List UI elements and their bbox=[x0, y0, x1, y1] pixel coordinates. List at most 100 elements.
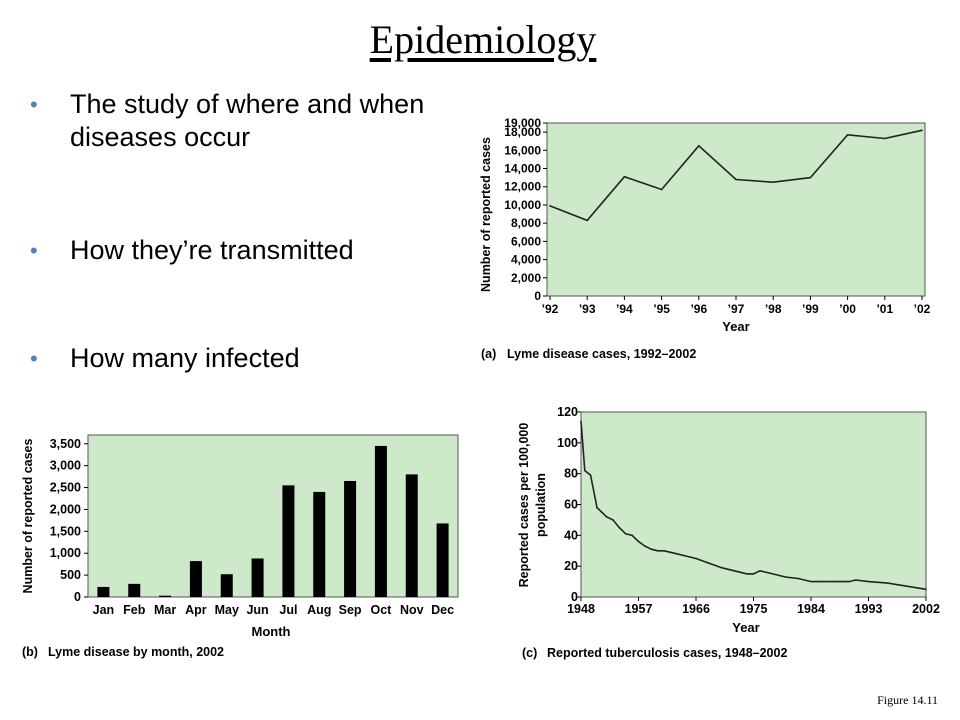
chart-c-data-point bbox=[707, 562, 710, 564]
chart-a-y-tick-label: 18,000 bbox=[504, 125, 541, 139]
chart-a-y-tick-label: 2,000 bbox=[511, 271, 541, 285]
chart-c-data-point bbox=[822, 580, 825, 583]
chart-a-x-tick-label: ’92 bbox=[542, 302, 559, 316]
chart-c-data-point bbox=[733, 569, 736, 572]
chart-c-y-tick-label: 120 bbox=[557, 405, 578, 419]
chart-a-x-tick-label: ’02 bbox=[914, 302, 931, 316]
chart-c-data-point bbox=[682, 554, 685, 557]
chart-c-y-axis-label-line2: population bbox=[534, 473, 548, 537]
chart-b-y-tick-label: 500 bbox=[60, 568, 81, 582]
chart-a-data-point bbox=[549, 205, 551, 207]
chart-c-data-point bbox=[676, 553, 678, 555]
chart-b-y-axis-label: Number of reported cases bbox=[21, 439, 35, 594]
chart-c-data-point bbox=[650, 548, 653, 551]
chart-c-y-tick-label: 60 bbox=[564, 498, 578, 512]
chart-b-bar-jun bbox=[251, 558, 264, 597]
chart-a-data-point bbox=[623, 175, 626, 178]
chart-b-bar-nov bbox=[405, 474, 418, 597]
chart-b-bar-jul bbox=[282, 485, 295, 597]
chart-a-caption-letter: (a) bbox=[481, 347, 496, 361]
bullet-dot-icon: • bbox=[30, 346, 38, 371]
chart-a-data-point bbox=[660, 188, 663, 191]
chart-c-data-point bbox=[720, 566, 723, 569]
chart-a-y-tick-label: 16,000 bbox=[504, 143, 541, 157]
chart-c-caption-text: Reported tuberculosis cases, 1948–2002 bbox=[547, 646, 787, 660]
chart-c-y-tick-label: 0 bbox=[571, 590, 578, 604]
chart-b-bar-feb bbox=[128, 583, 141, 597]
chart-b-x-tick-label: Sep bbox=[339, 603, 362, 617]
chart-c-y-tick-label: 100 bbox=[557, 436, 578, 450]
chart-c-data-point bbox=[631, 534, 633, 537]
chart-b-x-tick-label: Dec bbox=[431, 603, 454, 617]
chart-b-y-tick-label: 0 bbox=[74, 590, 81, 604]
chart-c-x-tick-label: 1966 bbox=[682, 602, 710, 616]
chart-c-data-point bbox=[656, 549, 659, 552]
chart-c-x-tick-label: 1984 bbox=[797, 602, 825, 616]
chart-c-data-point bbox=[797, 577, 800, 580]
chart-a-x-tick-label: ’98 bbox=[765, 302, 782, 316]
chart-c-data-point bbox=[810, 580, 812, 583]
slide-title: Epidemiology bbox=[369, 17, 597, 62]
chart-c-plot-area bbox=[580, 411, 927, 598]
bullet-text: How many infected bbox=[70, 343, 300, 373]
chart-a-y-tick-label: 19,000 bbox=[504, 116, 541, 130]
chart-a-y-tick-label: 8,000 bbox=[511, 216, 541, 230]
chart-c-data-point bbox=[906, 585, 908, 588]
chart-b-caption-text: Lyme disease by month, 2002 bbox=[48, 645, 224, 659]
chart-b-y-tick-label: 2,000 bbox=[50, 502, 81, 516]
chart-a-y-tick-label: 4,000 bbox=[511, 253, 541, 267]
bullet-item-study: • The study of where and when diseases o… bbox=[30, 88, 450, 154]
chart-c-y-tick-label: 40 bbox=[564, 528, 578, 542]
chart-b-x-tick-label: Oct bbox=[370, 603, 392, 617]
chart-c-data-point bbox=[612, 519, 614, 521]
chart-c-data-point bbox=[599, 509, 601, 512]
chart-c-x-tick-label: 2002 bbox=[912, 602, 940, 616]
chart-c-data-point bbox=[854, 579, 857, 581]
bullet-item-infected: • How many infected bbox=[30, 342, 450, 375]
bullet-text: The study of where and when diseases occ… bbox=[70, 89, 425, 152]
chart-b-x-tick-label: Apr bbox=[185, 603, 207, 617]
chart-a-x-tick-label: ’96 bbox=[690, 302, 707, 316]
chart-c-data-point bbox=[695, 557, 697, 560]
chart-c-data-point bbox=[835, 580, 838, 583]
chart-c-data-point bbox=[886, 582, 889, 584]
chart-a-y-tick-label: 12,000 bbox=[504, 180, 541, 194]
chart-a-x-axis-label: Year bbox=[722, 319, 749, 334]
chart-c-x-tick-label: 1975 bbox=[740, 602, 768, 616]
chart-c-data-point bbox=[605, 516, 608, 518]
chart-b-y-tick-label: 1,000 bbox=[50, 546, 81, 560]
chart-c-caption-letter: (c) bbox=[522, 646, 537, 660]
chart-b-bar-sep bbox=[344, 480, 357, 597]
chart-b-bar-jan bbox=[97, 586, 110, 597]
chart-c-data-point bbox=[842, 580, 844, 583]
chart-b-caption-letter: (b) bbox=[22, 645, 38, 659]
chart-b-bar-aug bbox=[313, 491, 326, 597]
chart-c-series-line bbox=[580, 421, 927, 591]
chart-a-x-tick-label: ’00 bbox=[839, 302, 856, 316]
chart-c-data-point bbox=[752, 573, 755, 575]
chart-a-data-point bbox=[772, 181, 774, 183]
chart-c-x-tick-label: 1957 bbox=[625, 602, 653, 616]
chart-c-data-point bbox=[596, 506, 598, 509]
chart-a-data-point bbox=[921, 129, 923, 132]
chart-c-data-point bbox=[644, 545, 646, 547]
figure-reference: Figure 14.11 bbox=[877, 693, 938, 707]
chart-c-data-point bbox=[584, 469, 586, 472]
chart-a-data-point bbox=[586, 219, 588, 222]
bullet-text: How they’re transmitted bbox=[70, 235, 354, 265]
chart-a-x-tick-label: ’99 bbox=[802, 302, 819, 316]
chart-c-x-tick-label: 1993 bbox=[855, 602, 883, 616]
chart-a-data-point bbox=[735, 178, 737, 181]
chart-c-data-point bbox=[624, 532, 627, 535]
chart-c-y-tick-label: 20 bbox=[564, 559, 578, 573]
chart-c-data-point bbox=[669, 551, 672, 554]
chart-a-y-tick-label: 6,000 bbox=[511, 234, 541, 248]
chart-b-x-tick-label: Jun bbox=[246, 603, 268, 617]
chart-b-bar-dec bbox=[436, 523, 449, 597]
chart-a-y-tick-label: 0 bbox=[534, 289, 541, 303]
chart-c-data-point bbox=[589, 474, 592, 477]
chart-c-data-point bbox=[759, 569, 761, 572]
chart-a-caption-text: Lyme disease cases, 1992–2002 bbox=[507, 347, 696, 361]
chart-b-bar-apr bbox=[189, 561, 202, 597]
